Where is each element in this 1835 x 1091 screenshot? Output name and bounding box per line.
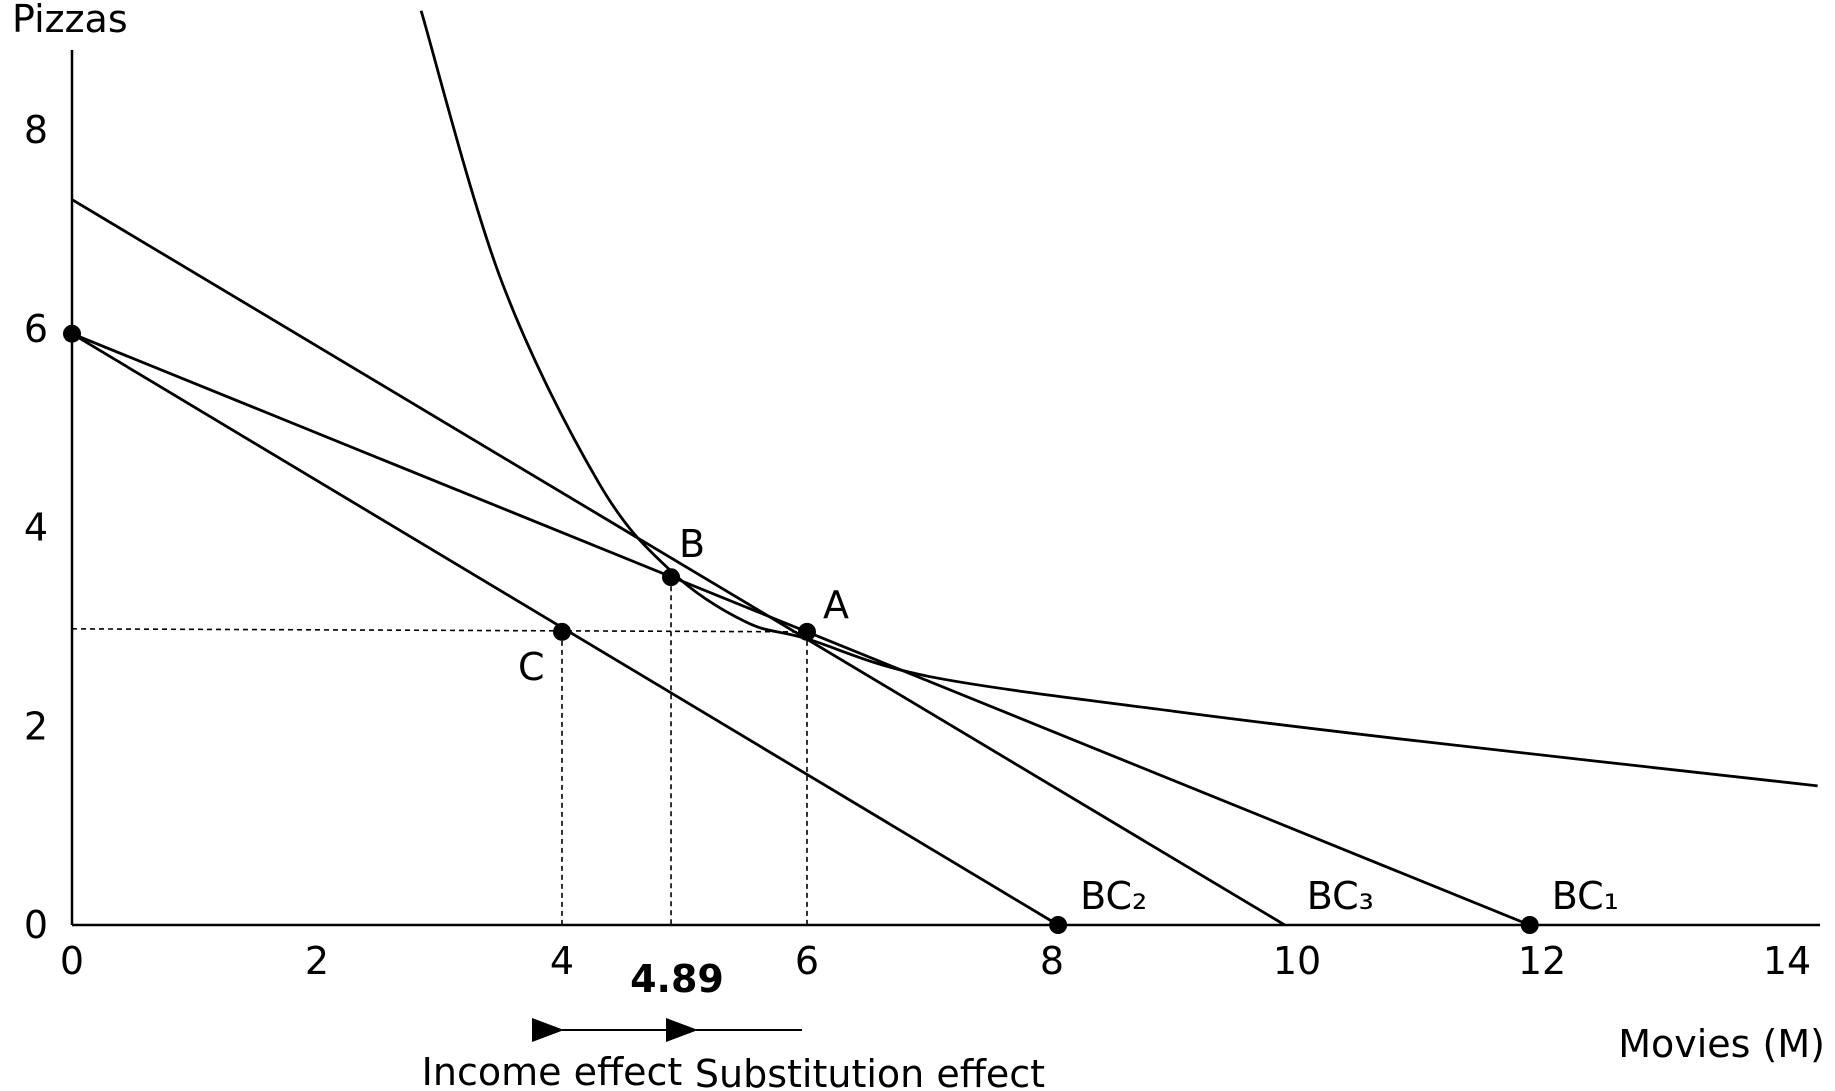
- point-4: [63, 324, 81, 343]
- point-label-C: C: [518, 645, 545, 689]
- point-5: [1049, 916, 1068, 934]
- budget-line-label-1: BC₁: [1552, 874, 1619, 918]
- guide-horizontal: [71, 628, 808, 633]
- x-tick-label-8: 8: [1040, 939, 1064, 983]
- y-tick-label-0: 0: [24, 903, 48, 947]
- value-label-4-89: 4.89: [630, 957, 724, 1001]
- y-tick-label-6: 6: [24, 307, 48, 351]
- y-axis-label: Pizzas: [12, 0, 128, 41]
- x-tick-label-2: 2: [305, 939, 329, 983]
- budget-line-3: [71, 198, 1286, 927]
- x-tick-label-6: 6: [795, 939, 819, 983]
- budget-line-label-2: BC₂: [1080, 874, 1147, 918]
- point-6: [1520, 916, 1539, 934]
- y-tick-label-4: 4: [24, 506, 48, 550]
- x-tick-label-0: 0: [60, 939, 84, 983]
- x-tick-label-14: 14: [1763, 939, 1811, 983]
- x-tick-label-10: 10: [1273, 939, 1321, 983]
- substitution-effect-label: Substitution effect: [695, 1052, 1045, 1091]
- point-A: [798, 622, 816, 641]
- y-tick-label-8: 8: [24, 108, 48, 152]
- budget-line-label-3: BC₃: [1307, 874, 1374, 918]
- point-B: [662, 568, 681, 587]
- income-effect-label: Income effect: [422, 1050, 683, 1091]
- point-label-B: B: [679, 522, 705, 566]
- x-axis-label: Movies (M): [1618, 1022, 1825, 1066]
- y-tick-label-2: 2: [24, 704, 48, 748]
- point-label-A: A: [823, 583, 849, 627]
- x-tick-label-4: 4: [550, 939, 574, 983]
- point-C: [553, 622, 571, 641]
- x-tick-label-12: 12: [1518, 939, 1566, 983]
